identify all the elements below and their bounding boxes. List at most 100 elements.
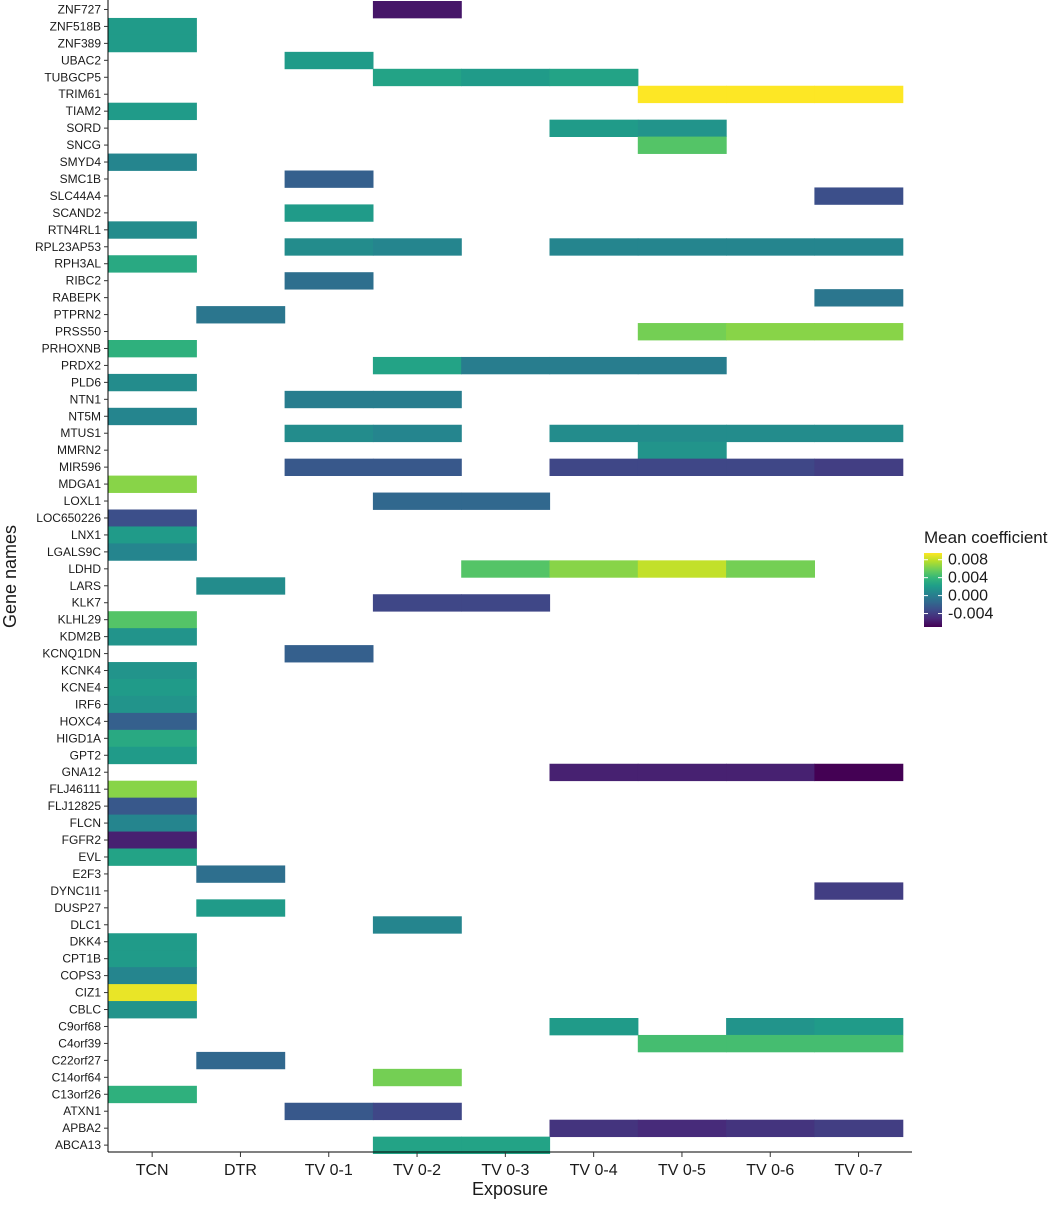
heatmap-cell <box>549 1119 639 1138</box>
heatmap-cell <box>284 645 374 663</box>
x-axis-title: Exposure <box>472 1179 548 1199</box>
heatmap-cells <box>108 1 904 1154</box>
y-tick-label: COPS3 <box>60 969 101 983</box>
heatmap-cell <box>108 153 197 171</box>
y-tick-label: MMRN2 <box>57 443 101 457</box>
heatmap-cell <box>814 289 904 307</box>
heatmap-cell <box>108 1085 197 1104</box>
heatmap-cell <box>108 746 197 765</box>
y-tick-label: ATXN1 <box>63 1104 101 1118</box>
heatmap-cell <box>637 119 727 137</box>
heatmap-cell <box>726 1119 815 1138</box>
y-tick-label: DUSP27 <box>54 901 101 915</box>
y-tick-label: SCAND2 <box>52 206 101 220</box>
x-tick-label: TCN <box>136 1162 169 1179</box>
y-tick-label: CBLC <box>69 1003 101 1017</box>
x-tick-label: TV 0-2 <box>393 1162 441 1179</box>
heatmap-cell <box>637 441 727 460</box>
colorbar-tick-label: 0.004 <box>948 570 988 587</box>
y-tick-label: LOXL1 <box>64 494 102 508</box>
y-tick-label: MIR596 <box>59 460 101 474</box>
y-tick-label: TRIM61 <box>58 87 101 101</box>
heatmap-cell <box>108 780 197 799</box>
heatmap-cell <box>637 323 727 341</box>
heatmap-cell <box>372 492 462 510</box>
heatmap-cell <box>108 814 197 832</box>
heatmap-cell <box>284 204 374 222</box>
y-tick-label: MTUS1 <box>60 426 101 440</box>
heatmap-cell <box>108 848 197 866</box>
heatmap-cell <box>814 882 904 900</box>
y-tick-label: SORD <box>66 121 101 135</box>
heatmap-cell <box>108 679 197 697</box>
y-tick-label: FLJ12825 <box>48 799 102 813</box>
heatmap-cell <box>108 695 197 714</box>
y-tick-label: DYNC1I1 <box>50 884 101 898</box>
heatmap-cell <box>549 763 639 782</box>
y-tick-label: SNCG <box>66 138 101 152</box>
heatmap-cell <box>372 1 462 19</box>
heatmap-cell <box>108 628 197 646</box>
y-tick-label: C14orf64 <box>52 1070 102 1084</box>
y-tick-label: APBA2 <box>62 1121 101 1135</box>
heatmap-cell <box>637 424 727 443</box>
heatmap-cell <box>108 340 197 358</box>
heatmap-cell <box>726 323 815 341</box>
heatmap-cell <box>814 1018 904 1036</box>
heatmap-cell <box>726 238 815 256</box>
colorbar-tick-label: 0.000 <box>948 588 988 605</box>
heatmap-cell <box>549 560 639 578</box>
heatmap-cell <box>108 255 197 273</box>
y-tick-label: RIBC2 <box>66 274 102 288</box>
heatmap-cell <box>284 238 374 256</box>
heatmap-cell <box>108 729 197 748</box>
heatmap-cell <box>108 1001 197 1019</box>
y-tick-label: SMYD4 <box>60 155 102 169</box>
y-tick-label: KCNQ1DN <box>42 647 101 661</box>
heatmap-cell <box>284 170 374 188</box>
y-tick-label: PTPRN2 <box>54 308 102 322</box>
y-tick-label: MDGA1 <box>58 477 101 491</box>
x-tick-label: DTR <box>224 1162 257 1179</box>
y-tick-label: KCNK4 <box>61 664 101 678</box>
axes <box>107 0 912 1153</box>
y-tick-label: FLCN <box>70 816 101 830</box>
heatmap-cell <box>108 102 197 121</box>
x-tick-labels: TCN DTR TV 0-1 TV 0-2 TV 0-3 TV 0-4 TV 0-5 TV 0… <box>136 1152 883 1179</box>
heatmap-cell <box>549 1018 639 1036</box>
heatmap-cell <box>814 85 904 104</box>
heatmap-cell <box>108 611 197 629</box>
heatmap-cell <box>372 356 462 375</box>
heatmap-cell <box>461 492 551 510</box>
heatmap-cell <box>461 356 551 375</box>
y-tick-label: C4orf39 <box>58 1036 101 1050</box>
heatmap-cell <box>549 119 639 137</box>
y-tick-label: RPL23AP53 <box>35 240 101 254</box>
y-tick-label: TUBGCP5 <box>44 70 101 84</box>
heatmap-cell <box>284 1102 374 1121</box>
heatmap-cell <box>108 475 197 493</box>
x-tick-label: TV 0-3 <box>481 1162 529 1179</box>
y-tick-label: LOC650226 <box>36 511 101 525</box>
x-tick-label: TV 0-1 <box>305 1162 353 1179</box>
heatmap-cell <box>108 407 197 426</box>
heatmap-cell <box>108 831 197 849</box>
heatmap-cell <box>108 984 197 1002</box>
y-tick-label: KLK7 <box>72 596 102 610</box>
heatmap-cell <box>726 458 815 476</box>
heatmap-cell <box>637 356 727 375</box>
y-tick-label: HIGD1A <box>56 731 101 745</box>
y-tick-label: KLHL29 <box>58 613 102 627</box>
heatmap-cell <box>726 560 815 578</box>
x-tick-label: TV 0-4 <box>570 1162 618 1179</box>
heatmap-cell <box>196 865 286 883</box>
heatmap-cell <box>196 577 286 595</box>
x-tick-label: TV 0-6 <box>746 1162 794 1179</box>
y-tick-label: C13orf26 <box>52 1087 102 1101</box>
heatmap-cell <box>549 68 639 87</box>
heatmap-cell <box>108 373 197 392</box>
heatmap-cell <box>108 543 197 561</box>
y-tick-label: PLD6 <box>71 375 101 389</box>
